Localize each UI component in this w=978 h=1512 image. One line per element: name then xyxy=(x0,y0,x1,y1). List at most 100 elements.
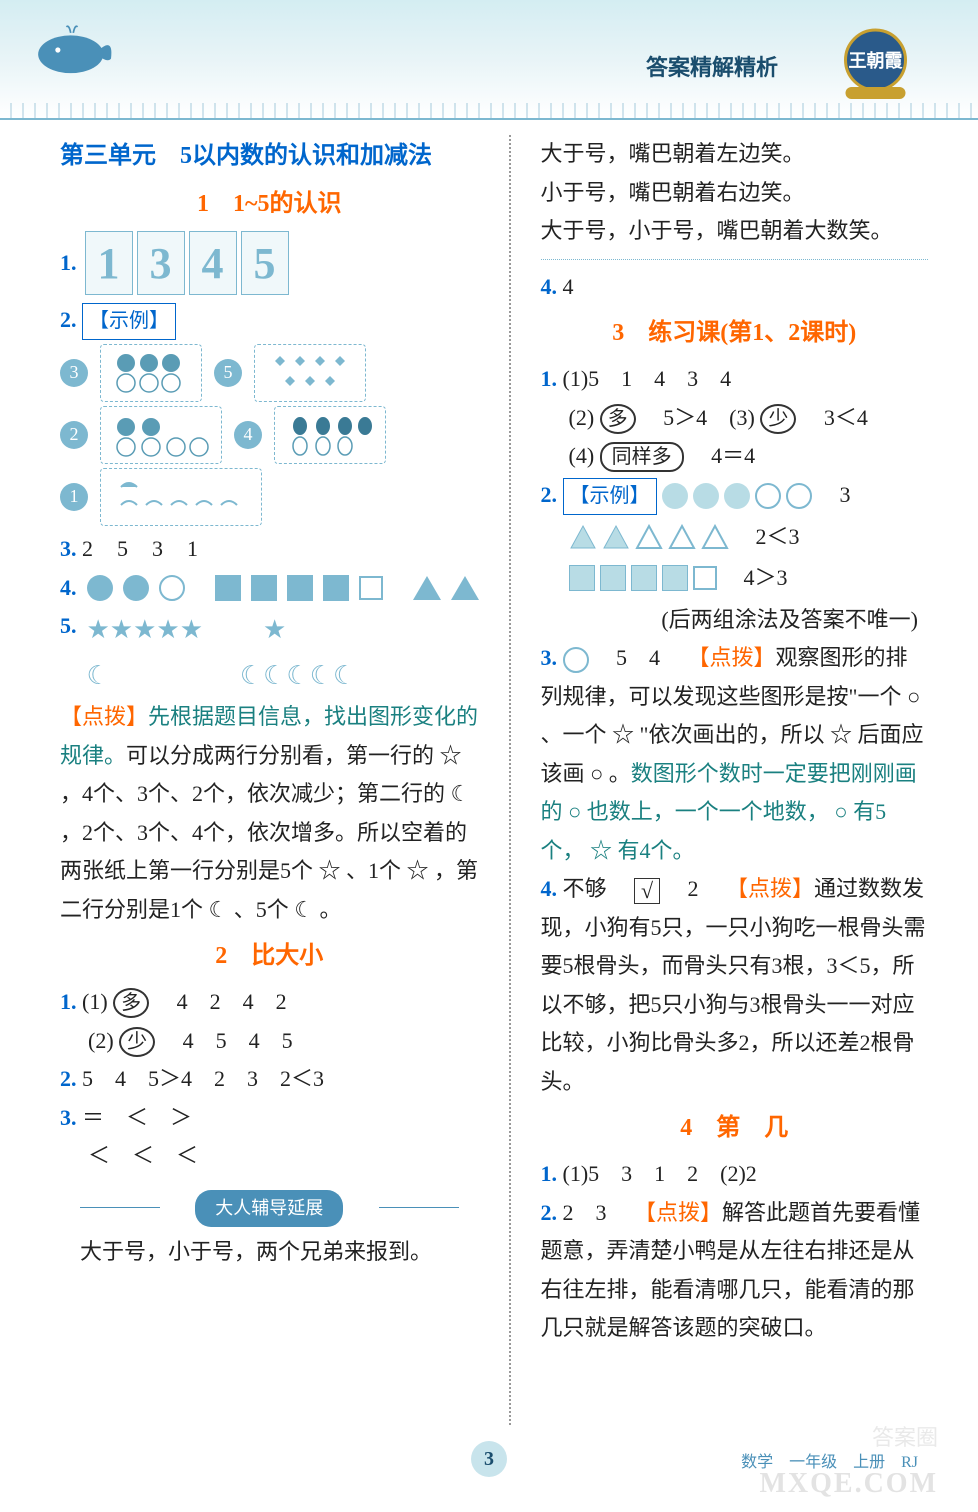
square-empty-icon xyxy=(693,566,717,590)
circle-icon xyxy=(123,575,149,601)
s3-q4-text: 通过数数发现，小狗有5只，一只小狗吃一根骨头需要5根骨头，而骨头只有3根，3＜5… xyxy=(541,876,926,1094)
digit-box: 4 xyxy=(189,231,237,295)
wave-decoration xyxy=(0,103,978,118)
num-circle-3: 3 xyxy=(60,359,88,387)
pear-box xyxy=(274,406,386,464)
q3: 3. 2 5 3 1 xyxy=(60,530,479,569)
checkbox-checked: √ xyxy=(634,878,660,904)
q2: 2. 【示例】 3 5 2 4 xyxy=(60,301,479,526)
s4-q1: 1. (1)5 3 1 2 (2)2 xyxy=(541,1155,929,1194)
section-2-title: 2 比大小 xyxy=(60,935,479,977)
digit-box: 3 xyxy=(137,231,185,295)
square-icon xyxy=(631,565,657,591)
num-circle-1: 1 xyxy=(60,483,88,511)
s2-q3-line2: ＜ ＜ ＜ xyxy=(60,1137,479,1176)
r-q4-num: 4. xyxy=(541,274,558,299)
s4-q1-ans: (1)5 3 1 2 (2)2 xyxy=(563,1161,757,1186)
unit-title: 第三单元 5以内数的认识和加减法 xyxy=(60,135,479,177)
square-icon xyxy=(600,565,626,591)
explain-text: 可以分成两行分别看，第一行的 ☆ ，4个、3个、2个，依次减少；第二行的 ☾ ，… xyxy=(60,743,478,922)
dianbo-label: 【点拨】 xyxy=(688,645,776,670)
example-label: 【示例】 xyxy=(82,303,176,340)
num-circle-2: 2 xyxy=(60,421,88,449)
q5: 5. ★★★★★★ ☾☾☾☾☾☾ xyxy=(60,607,479,698)
circled-duo: 多 xyxy=(113,988,149,1018)
right-column: 大于号，嘴巴朝着左边笑。 小于号，嘴巴朝着右边笑。 大于号，小于号，嘴巴朝着大数… xyxy=(541,135,929,1425)
header-title: 答案精解精析 xyxy=(646,50,778,82)
triangle-row: 2＜3 xyxy=(541,518,929,557)
s3-q2-num: 2. xyxy=(541,482,558,507)
square-icon xyxy=(215,575,241,601)
square-empty-icon xyxy=(359,576,383,600)
circle-icon xyxy=(87,575,113,601)
s2-q3: 3. ＝ ＜ ＞ xyxy=(60,1099,479,1138)
circle-icon xyxy=(724,483,750,509)
s3-q3-num: 3. xyxy=(541,645,558,670)
s3-q1: 1. (1)5 1 4 3 4 xyxy=(541,360,929,399)
number-boxes: 1 3 4 5 xyxy=(85,231,289,295)
s2-q1-2: (2) 少 4 5 4 5 xyxy=(60,1022,479,1061)
page-number: 3 xyxy=(471,1441,507,1477)
digit-box: 5 xyxy=(241,231,289,295)
brand-badge: 王朝霞 xyxy=(823,25,928,105)
q4-num: 4. xyxy=(60,569,77,608)
tutor-line2: 大于号，嘴巴朝着左边笑。 xyxy=(541,135,929,174)
dianbo-label: 【点拨】 xyxy=(60,704,148,729)
s3-q4: 4. 不够 √ 2 【点拨】通过数数发现，小狗有5只，一只小狗吃一根骨头需要5根… xyxy=(541,870,929,1101)
leaf-box xyxy=(254,344,366,402)
tutor-line3: 小于号，嘴巴朝着右边笑。 xyxy=(541,174,929,213)
triangle-icon xyxy=(413,576,441,600)
tutor-line4: 大于号，小于号，嘴巴朝着大数笑。 xyxy=(541,212,929,251)
s4-q1-num: 1. xyxy=(541,1161,558,1186)
s2-q1: 1. (1) 多 4 2 4 2 xyxy=(60,983,479,1022)
num-circle-5: 5 xyxy=(214,359,242,387)
s2-q2-num: 2. xyxy=(60,1066,77,1091)
watermark-1: MXQE.COM xyxy=(759,1468,938,1500)
dianbo-label: 【点拨】 xyxy=(634,1200,722,1225)
circled-shao: 少 xyxy=(760,404,796,434)
s4-q2-num: 2. xyxy=(541,1200,558,1225)
tutor-banner: 大人辅导延展 xyxy=(60,1188,479,1228)
peach-box xyxy=(100,406,222,464)
s3-q2-note: (后两组涂法及答案不唯一) xyxy=(541,601,929,640)
circled-same: 同样多 xyxy=(600,442,684,472)
q1-num: 1. xyxy=(60,244,77,283)
q5-explanation: 【点拨】先根据题目信息，找出图形变化的规律。可以分成两行分别看，第一行的 ☆ ，… xyxy=(60,698,479,929)
column-divider xyxy=(509,135,511,1425)
square-icon xyxy=(251,575,277,601)
s2-q3-line1: ＝ ＜ ＞ xyxy=(82,1105,192,1130)
q1: 1. 1 3 4 5 xyxy=(60,231,479,295)
section-3-title: 3 练习课(第1、2课时) xyxy=(541,312,929,354)
circled-shao: 少 xyxy=(119,1027,155,1057)
s3-q2: 2. 【示例】 3 xyxy=(541,476,929,515)
s3-q1-2: (2) 多 5＞4 (3) 少 3＜4 xyxy=(541,399,929,438)
tutor-line1: 大于号，小于号，两个兄弟来报到。 xyxy=(60,1233,479,1272)
circle-icon xyxy=(662,483,688,509)
section-1-title: 1 1~5的认识 xyxy=(60,183,479,225)
s3-q1-1: (1)5 1 4 3 4 xyxy=(563,366,732,391)
circle-icon xyxy=(693,483,719,509)
svg-text:王朝霞: 王朝霞 xyxy=(849,50,904,71)
num-circle-4: 4 xyxy=(234,421,262,449)
square-icon xyxy=(323,575,349,601)
tutor-pill: 大人辅导延展 xyxy=(195,1190,343,1228)
section-4-title: 4 第 几 xyxy=(541,1107,929,1149)
r-q4-ans: 4 xyxy=(563,274,574,299)
banana-box xyxy=(100,468,262,526)
s3-q3: 3. 5 4 【点拨】观察图形的排列规律，可以发现这些图形是按"一个 ○ 、一个… xyxy=(541,639,929,870)
s2-q1-1-ans: 4 2 4 2 xyxy=(155,989,287,1014)
triangle-icon xyxy=(451,576,479,600)
circle-empty-icon xyxy=(159,575,185,601)
q2-num: 2. xyxy=(60,307,77,332)
circle-empty-icon xyxy=(563,647,589,673)
digit-box: 1 xyxy=(85,231,133,295)
s2-q1-2-label: (2) xyxy=(88,1028,114,1053)
circled-duo: 多 xyxy=(600,404,636,434)
q3-num: 3. xyxy=(60,536,77,561)
watermark-2: 答案圈 xyxy=(872,1420,938,1452)
q5-num: 5. xyxy=(60,607,77,646)
dotted-separator xyxy=(541,259,929,260)
s2-q2-ans: 5 4 5＞4 2 3 2＜3 xyxy=(82,1066,324,1091)
square-icon xyxy=(569,565,595,591)
s3-q1-num: 1. xyxy=(541,366,558,391)
